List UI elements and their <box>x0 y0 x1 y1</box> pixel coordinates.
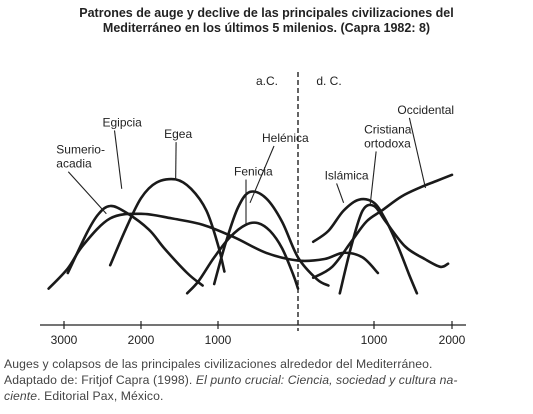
x-tick-label: 1000 <box>361 333 388 347</box>
series-leader-occidental <box>408 117 427 189</box>
series-label-helenica: Helénica <box>262 131 309 145</box>
x-tick-label: 3000 <box>51 333 78 347</box>
era-label-ad: d. C. <box>316 74 341 88</box>
series-leader-sumerio-acadia <box>67 171 107 215</box>
caption-line-1: Auges y colapsos de las principales civi… <box>4 357 433 371</box>
caption-line-2: Adaptado de: Fritjof Capra (1998). El pu… <box>4 372 526 388</box>
civilizations-line-chart: 3000 2000 1000 1000 2000 a.C. d. C. Sumerio-aca… <box>40 72 466 347</box>
caption-publisher: . Editorial Pax, México. <box>37 389 164 403</box>
era-label-bc: a.C. <box>256 74 278 88</box>
series-line-sumerio-acadia <box>66 204 204 287</box>
series-line-cristiana-ortodoxa <box>311 197 419 295</box>
series-label-islamica: Islámica <box>325 168 369 182</box>
series-line-helenica <box>212 190 330 287</box>
series-line-islamica <box>338 203 450 295</box>
caption-line-3: ciente. Editorial Pax, México. <box>4 388 526 404</box>
series-label-occidental: Occidental <box>397 103 454 117</box>
caption-citation: Adaptado de: Fritjof Capra (1998). <box>4 373 196 387</box>
series-leader-egipcia <box>113 130 123 189</box>
chart-title-line-1: Patrones de auge y declive de las princi… <box>79 6 454 20</box>
series-label-cristiana-ortodoxa: Cristiana <box>364 122 412 136</box>
x-tick-label: 2000 <box>128 333 155 347</box>
chart-title-line-2: Mediterráneo en los últimos 5 milenios. … <box>102 21 431 35</box>
series-leader-islamica <box>336 183 345 204</box>
series-label-sumerio-acadia: Sumerio- <box>56 143 105 157</box>
series-label-fenicia: Fenicia <box>234 165 273 179</box>
caption-book-title: El punto crucial: Ciencia, sociedad y cu… <box>195 373 458 387</box>
series-line-fenicia <box>185 221 300 295</box>
series-leader-helenica <box>249 145 275 204</box>
caption-book-title-end: ciente <box>4 389 38 403</box>
series-label-sumerio-acadia: acadia <box>56 157 92 171</box>
series-line-occidental <box>311 173 454 279</box>
x-tick-label: 2000 <box>439 333 466 347</box>
series-leader-cristiana-ortodoxa <box>369 151 377 205</box>
series-label-egipcia: Egipcia <box>103 115 143 129</box>
series-label-cristiana-ortodoxa: ortodoxa <box>364 136 411 150</box>
x-tick-label: 1000 <box>205 333 232 347</box>
series-label-egea: Egea <box>164 127 192 141</box>
